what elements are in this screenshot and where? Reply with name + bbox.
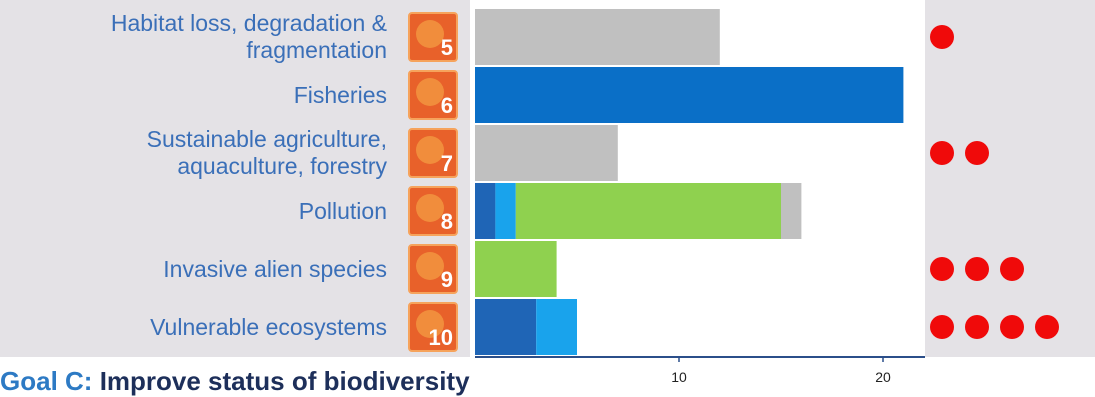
icon-decoration xyxy=(416,194,444,222)
red-dot xyxy=(930,315,954,339)
x-tick-label: 20 xyxy=(875,369,891,385)
row-label-line: aquaculture, forestry xyxy=(177,153,387,179)
bar-segment xyxy=(495,183,516,239)
bar-segment xyxy=(475,183,496,239)
target-number: 10 xyxy=(428,325,453,350)
row-label-line: Sustainable agriculture, xyxy=(146,126,387,152)
row-label-line: fragmentation xyxy=(246,37,387,63)
row-label: Sustainable agriculture, aquaculture, for… xyxy=(147,126,387,180)
labels-panel xyxy=(0,0,470,357)
bar-segment xyxy=(475,67,904,123)
red-dot xyxy=(1000,315,1024,339)
pollution-icon: 8 xyxy=(408,186,458,236)
target-number: 9 xyxy=(440,267,453,292)
red-dot xyxy=(965,315,989,339)
bar-segment xyxy=(475,125,618,181)
goal-title: Goal C: Improve status of biodiversity xyxy=(0,366,470,397)
goal-text: Improve status of biodiversity xyxy=(99,366,470,396)
target-number: 6 xyxy=(440,93,453,118)
red-dot xyxy=(930,141,954,165)
bar-segment xyxy=(475,9,720,65)
bar-segment xyxy=(781,183,802,239)
red-dot xyxy=(965,141,989,165)
target-number: 7 xyxy=(440,151,453,176)
red-dot xyxy=(930,25,954,49)
habitat-icon: 5 xyxy=(408,12,458,62)
icon-decoration xyxy=(416,78,444,106)
row-label-line: Fisheries xyxy=(293,81,387,108)
row-label-line: Vulnerable ecosystems xyxy=(150,313,387,340)
bar-segment xyxy=(536,299,577,355)
red-dot xyxy=(1000,257,1024,281)
target-number: 8 xyxy=(440,209,453,234)
x-tick-label: 10 xyxy=(671,369,687,385)
row-label-line: Invasive alien species xyxy=(163,255,387,282)
icon-decoration xyxy=(416,252,444,280)
red-dot xyxy=(1035,315,1059,339)
bar-segment xyxy=(475,299,537,355)
row-label: Invasive alien species xyxy=(163,256,387,283)
ecosystem-icon: 10 xyxy=(408,302,458,352)
dots-panel xyxy=(925,0,1095,357)
goal-label: Goal C: xyxy=(0,366,93,396)
row-label: Fisheries xyxy=(294,82,387,109)
icon-decoration xyxy=(416,136,444,164)
fish-icon: 6 xyxy=(408,70,458,120)
bar-segment xyxy=(475,241,557,297)
red-dot xyxy=(930,257,954,281)
icon-decoration xyxy=(416,310,444,338)
red-dot xyxy=(965,257,989,281)
row-label-line: Habitat loss, degradation & xyxy=(110,10,387,36)
invasive-species-icon: 9 xyxy=(408,244,458,294)
row-label: Vulnerable ecosystems xyxy=(150,314,387,341)
bar-segment xyxy=(515,183,781,239)
row-label: Pollution xyxy=(299,198,387,225)
target-number: 5 xyxy=(440,35,453,60)
agriculture-icon: 7 xyxy=(408,128,458,178)
icon-decoration xyxy=(416,20,444,48)
row-label-line: Pollution xyxy=(298,197,387,224)
row-label: Habitat loss, degradation & fragmentation xyxy=(111,10,387,64)
